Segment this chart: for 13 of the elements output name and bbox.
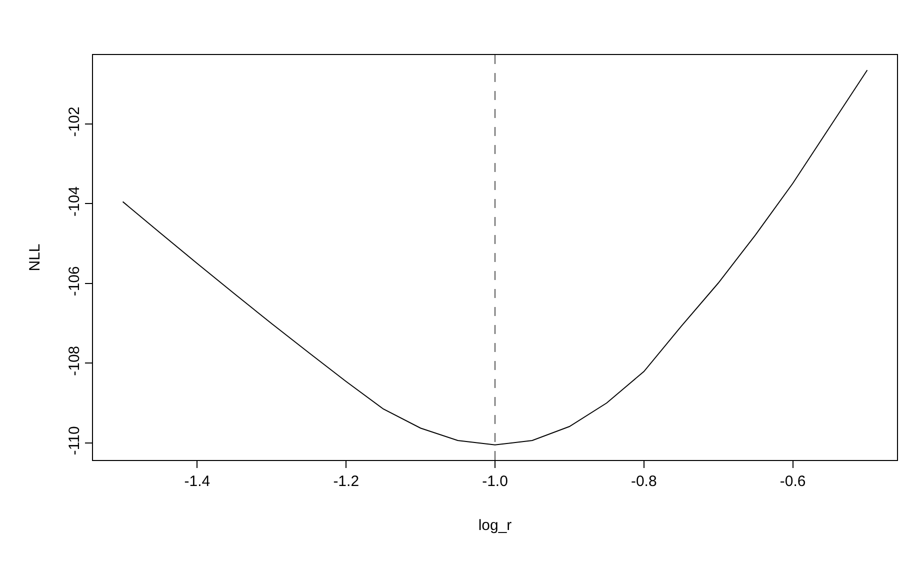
x-tick-label: -0.8 xyxy=(630,473,657,490)
y-tick-label: -110 xyxy=(66,426,83,456)
y-tick-label: -106 xyxy=(66,266,83,296)
y-axis-title: NLL xyxy=(26,244,44,272)
x-tick-label: -1.0 xyxy=(482,473,508,490)
x-axis-title: log_r xyxy=(478,517,512,534)
y-tick-label: -108 xyxy=(66,346,83,376)
y-tick-label: -104 xyxy=(66,186,83,216)
x-tick-label: -0.6 xyxy=(780,473,806,490)
y-tick-label: -102 xyxy=(66,106,83,137)
x-tick-label: -1.4 xyxy=(184,473,210,490)
line-series xyxy=(122,70,868,446)
x-tick-label: -1.2 xyxy=(333,473,360,490)
